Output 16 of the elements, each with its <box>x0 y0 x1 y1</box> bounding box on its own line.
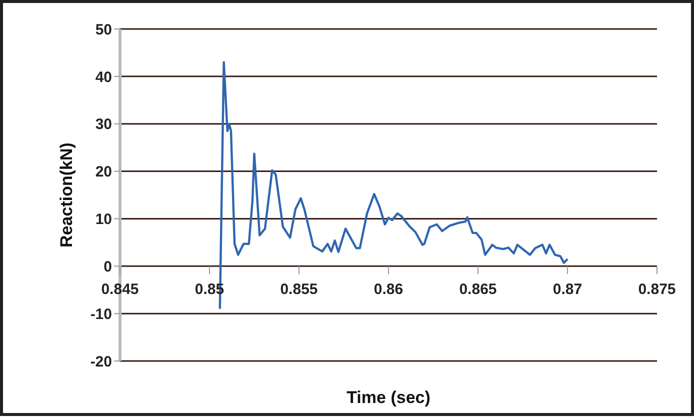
y-tick-label: 40 <box>95 68 112 86</box>
y-axis-title: Reaction(kN) <box>57 142 76 248</box>
y-tick-label: 0 <box>104 258 112 276</box>
y-tick-label: -10 <box>90 306 112 323</box>
x-tick-label: 0.855 <box>280 281 318 298</box>
y-tick-label: -20 <box>90 353 112 370</box>
x-tick-label: 0.865 <box>459 281 497 298</box>
y-tick-label: 30 <box>95 116 112 134</box>
x-axis-title: Time (sec) <box>346 388 430 407</box>
x-tick-label: 0.845 <box>101 281 139 298</box>
y-tick-label: 10 <box>95 211 112 228</box>
x-tick-label: 0.87 <box>552 281 582 298</box>
y-tick-label: 20 <box>95 164 112 181</box>
x-tick-label: 0.875 <box>638 281 676 298</box>
x-tick-label: 0.86 <box>374 281 404 298</box>
y-tick-label: 50 <box>95 21 112 38</box>
